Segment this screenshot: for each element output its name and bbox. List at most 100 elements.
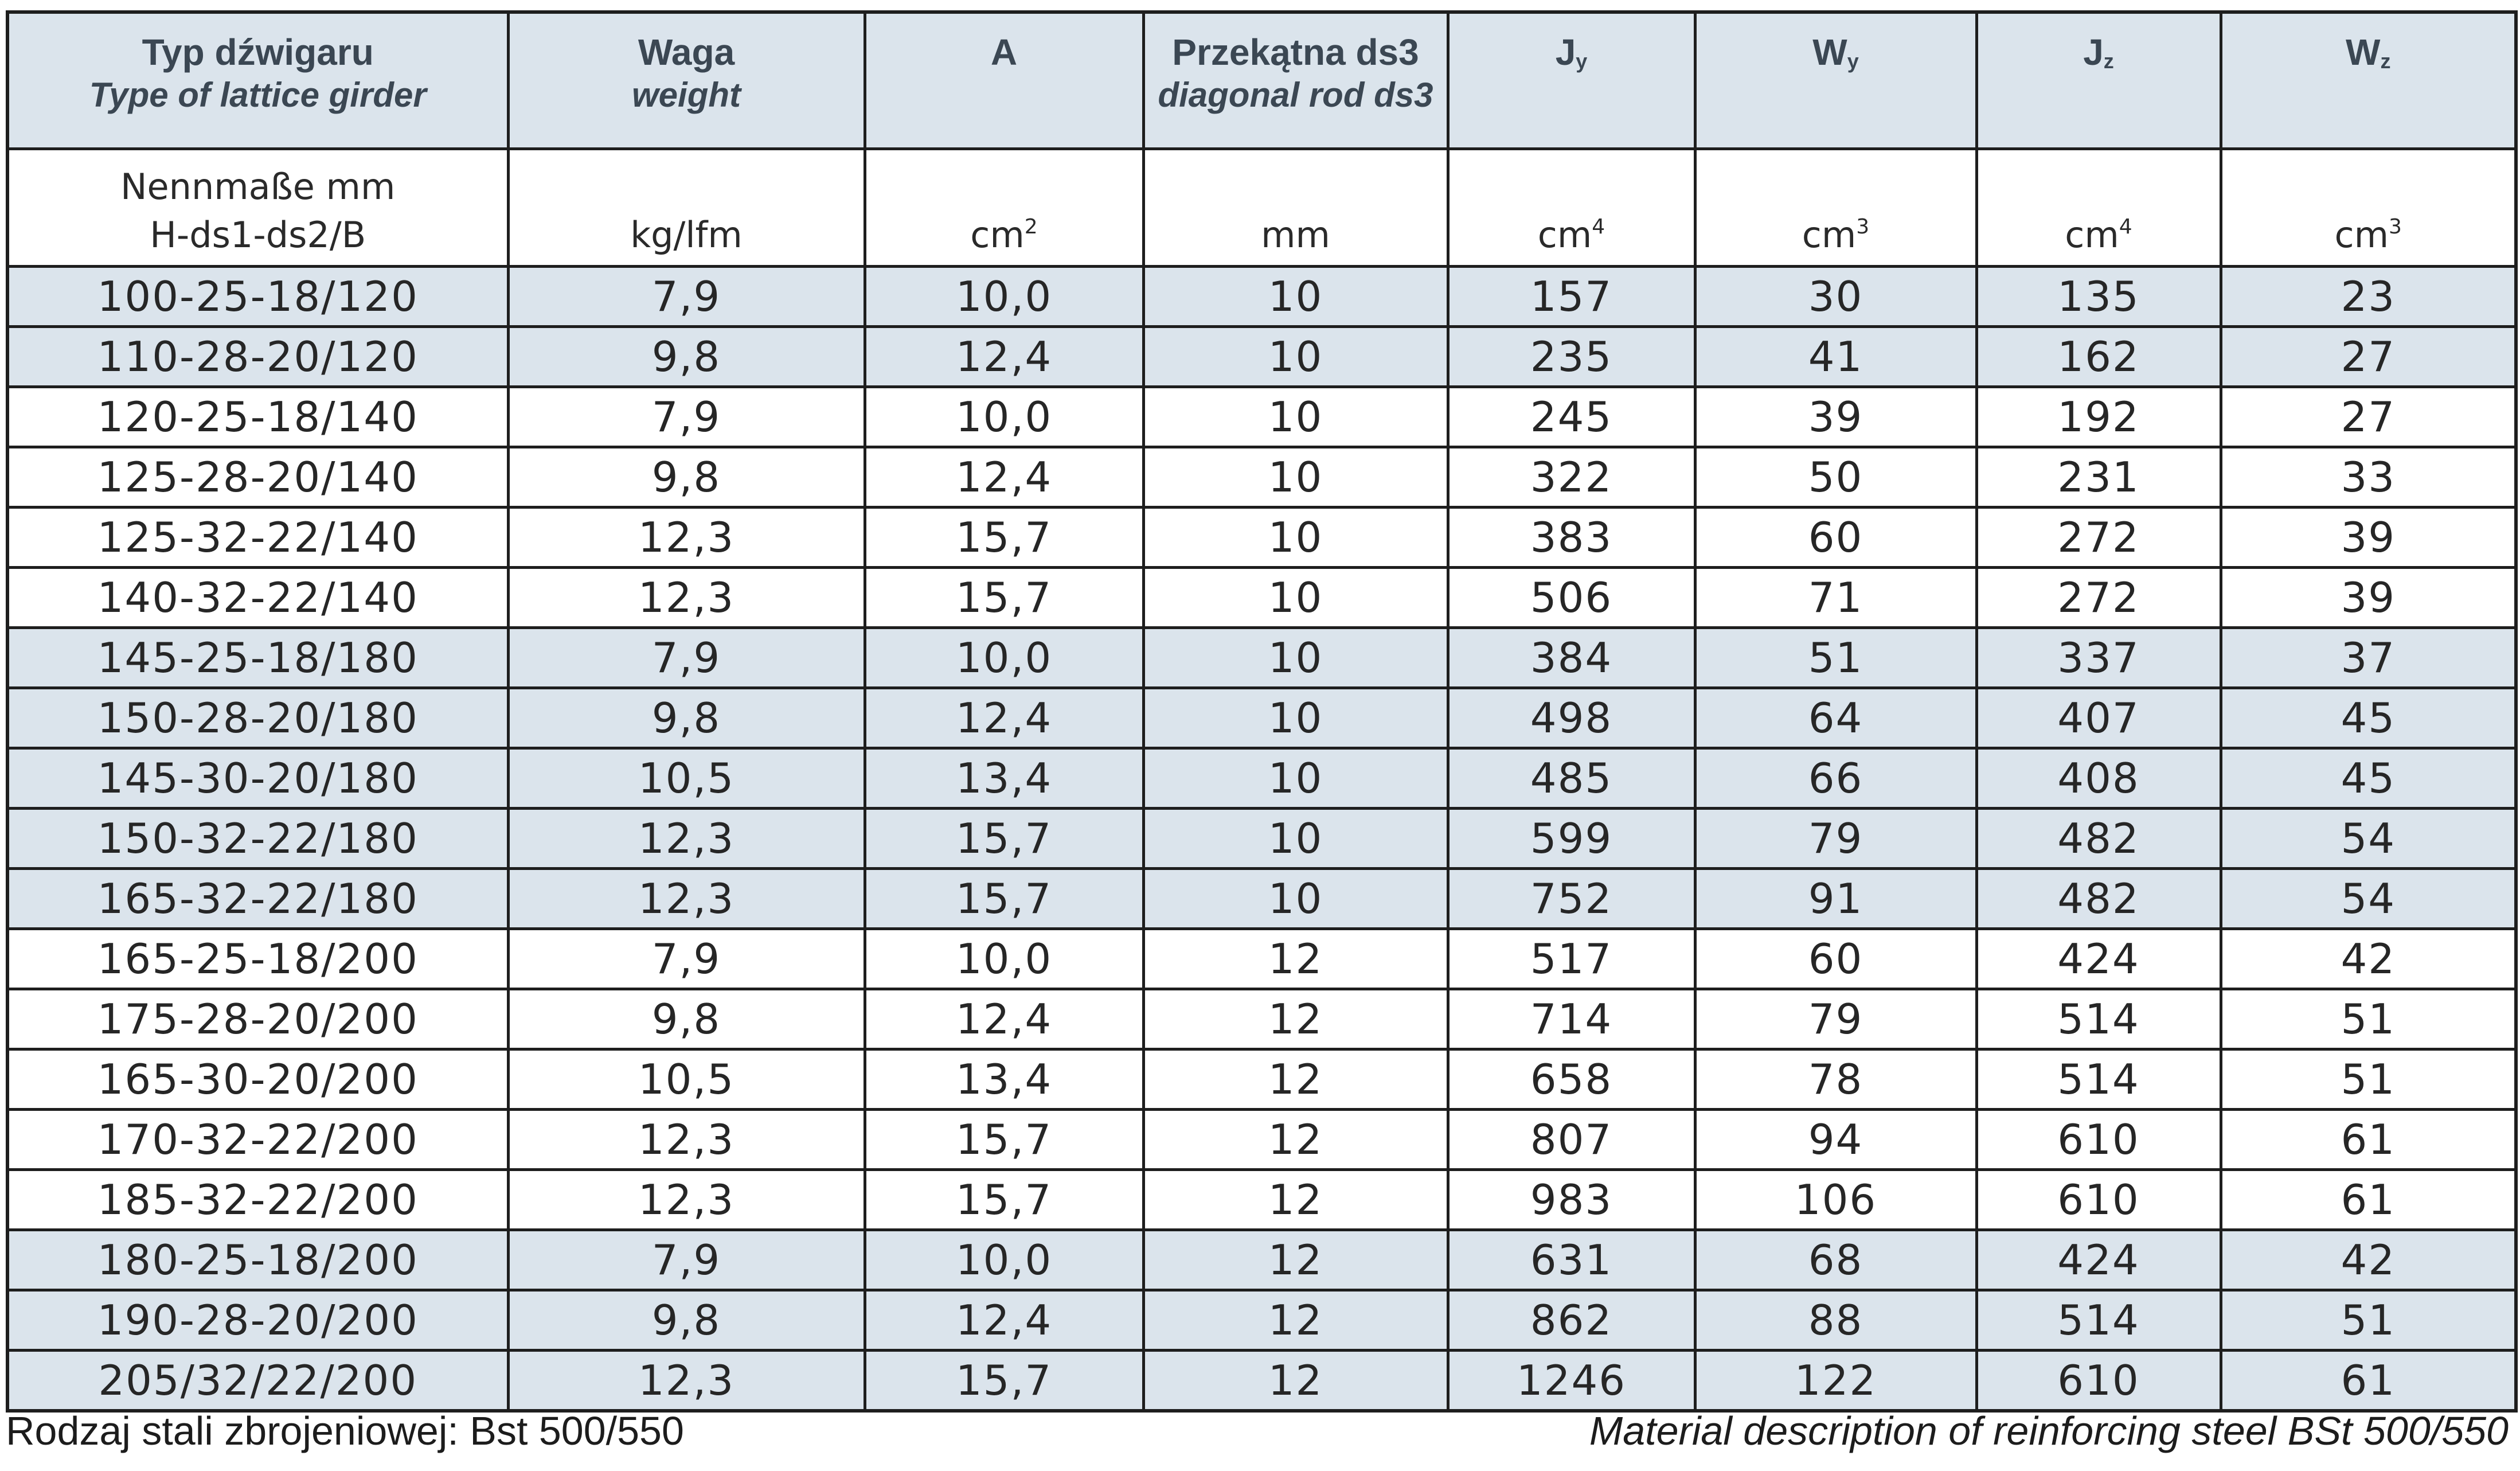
header-wz: Wz — [2219, 10, 2518, 150]
cell-type: 165-32-22/180 — [6, 867, 510, 930]
cell-weight: 10,5 — [506, 1048, 866, 1111]
cell-wy: 88 — [1693, 1289, 1978, 1352]
cell-wy: 60 — [1693, 506, 1978, 569]
cell-diagonal: 10 — [1142, 265, 1450, 328]
units-nenn-line1: Nennmaße mm — [120, 166, 396, 208]
cell-wy: 78 — [1693, 1048, 1978, 1111]
cell-area: 15,7 — [863, 1349, 1145, 1413]
cell-diagonal: 10 — [1142, 626, 1450, 689]
cell-diagonal: 12 — [1142, 1048, 1450, 1111]
cell-weight: 9,8 — [506, 1289, 866, 1352]
cell-wy: 94 — [1693, 1108, 1978, 1171]
cell-diagonal: 12 — [1142, 1349, 1450, 1413]
cell-wy: 60 — [1693, 927, 1978, 990]
cell-jy: 485 — [1446, 747, 1697, 810]
cell-wy: 30 — [1693, 265, 1978, 328]
cell-weight: 7,9 — [506, 1228, 866, 1291]
cell-type: 165-30-20/200 — [6, 1048, 510, 1111]
header-diagonal-pl: Przekątna ds3 — [1172, 32, 1419, 73]
header-wy: Wy — [1693, 10, 1978, 150]
cell-jy: 862 — [1446, 1289, 1697, 1352]
cell-jz: 272 — [1975, 566, 2222, 629]
table-row: 165-32-22/180 12,3 15,7 10 752 91 482 54 — [6, 867, 2518, 930]
cell-weight: 12,3 — [506, 566, 866, 629]
cell-wz: 39 — [2219, 566, 2518, 629]
cell-jz: 514 — [1975, 988, 2222, 1051]
table-row: 165-30-20/200 10,5 13,4 12 658 78 514 51 — [6, 1048, 2518, 1111]
header-jz-symbol: J — [2083, 32, 2104, 73]
cell-type: 140-32-22/140 — [6, 566, 510, 629]
table-row: 150-32-22/180 12,3 15,7 10 599 79 482 54 — [6, 807, 2518, 870]
units-jz: cm4 — [1975, 147, 2222, 268]
cell-jy: 599 — [1446, 807, 1697, 870]
cell-jz: 135 — [1975, 265, 2222, 328]
cell-jy: 506 — [1446, 566, 1697, 629]
table-row: 100-25-18/120 7,9 10,0 10 157 30 135 23 — [6, 265, 2518, 328]
cell-jy: 235 — [1446, 325, 1697, 388]
cell-weight: 12,3 — [506, 1349, 866, 1413]
cell-area: 12,4 — [863, 988, 1145, 1051]
cell-diagonal: 12 — [1142, 1168, 1450, 1231]
table-row: 185-32-22/200 12,3 15,7 12 983 106 610 61 — [6, 1168, 2518, 1231]
cell-diagonal: 10 — [1142, 325, 1450, 388]
cell-jz: 162 — [1975, 325, 2222, 388]
header-jy-symbol: J — [1555, 32, 1576, 73]
header-type: Typ dźwigaru Type of lattice girder — [6, 10, 510, 150]
cell-wy: 71 — [1693, 566, 1978, 629]
cell-jy: 983 — [1446, 1168, 1697, 1231]
cell-area: 15,7 — [863, 807, 1145, 870]
units-row: Nennmaße mm H-ds1-ds2/B kg/lfm cm2 mm cm… — [6, 147, 2518, 268]
cell-weight: 9,8 — [506, 325, 866, 388]
cell-wy: 79 — [1693, 988, 1978, 1051]
cell-wy: 79 — [1693, 807, 1978, 870]
header-weight-pl: Waga — [638, 32, 735, 73]
cell-jz: 482 — [1975, 807, 2222, 870]
cell-wz: 54 — [2219, 807, 2518, 870]
cell-area: 10,0 — [863, 927, 1145, 990]
cell-wz: 51 — [2219, 1048, 2518, 1111]
cell-diagonal: 10 — [1142, 867, 1450, 930]
table-row: 145-30-20/180 10,5 13,4 10 485 66 408 45 — [6, 747, 2518, 810]
cell-weight: 9,8 — [506, 446, 866, 509]
header-row: Typ dźwigaru Type of lattice girder Waga… — [6, 10, 2518, 150]
cell-wz: 51 — [2219, 1289, 2518, 1352]
lattice-girder-table: Typ dźwigaru Type of lattice girder Waga… — [6, 10, 2518, 1413]
header-weight: Waga weight — [506, 10, 866, 150]
cell-wz: 42 — [2219, 927, 2518, 990]
cell-wz: 39 — [2219, 506, 2518, 569]
cell-wz: 27 — [2219, 385, 2518, 448]
cell-jz: 482 — [1975, 867, 2222, 930]
cell-jy: 498 — [1446, 686, 1697, 750]
table-row: 140-32-22/140 12,3 15,7 10 506 71 272 39 — [6, 566, 2518, 629]
header-diagonal-en: diagonal rod ds3 — [1158, 76, 1433, 114]
cell-type: 125-32-22/140 — [6, 506, 510, 569]
cell-diagonal: 12 — [1142, 1228, 1450, 1291]
cell-jz: 514 — [1975, 1289, 2222, 1352]
cell-jz: 424 — [1975, 927, 2222, 990]
cell-type: 175-28-20/200 — [6, 988, 510, 1051]
cell-diagonal: 10 — [1142, 506, 1450, 569]
header-jz: Jz — [1975, 10, 2222, 150]
cell-jz: 231 — [1975, 446, 2222, 509]
table-row: 205/32/22/200 12,3 15,7 12 1246 122 610 61 — [6, 1349, 2518, 1413]
cell-area: 13,4 — [863, 747, 1145, 810]
cell-jy: 157 — [1446, 265, 1697, 328]
cell-jz: 407 — [1975, 686, 2222, 750]
cell-wz: 27 — [2219, 325, 2518, 388]
cell-diagonal: 10 — [1142, 446, 1450, 509]
cell-jz: 272 — [1975, 506, 2222, 569]
footer-steel-grade-pl: Rodzaj stali zbrojeniowej: Bst 500/550 — [6, 1408, 684, 1453]
cell-type: 100-25-18/120 — [6, 265, 510, 328]
cell-diagonal: 10 — [1142, 686, 1450, 750]
table-row: 170-32-22/200 12,3 15,7 12 807 94 610 61 — [6, 1108, 2518, 1171]
cell-area: 10,0 — [863, 265, 1145, 328]
cell-weight: 7,9 — [506, 927, 866, 990]
cell-area: 15,7 — [863, 1108, 1145, 1171]
cell-weight: 12,3 — [506, 506, 866, 569]
cell-diagonal: 12 — [1142, 927, 1450, 990]
cell-type: 120-25-18/140 — [6, 385, 510, 448]
cell-type: 145-25-18/180 — [6, 626, 510, 689]
table-row: 145-25-18/180 7,9 10,0 10 384 51 337 37 — [6, 626, 2518, 689]
header-wz-subscript: z — [2380, 49, 2391, 73]
cell-area: 10,0 — [863, 1228, 1145, 1291]
